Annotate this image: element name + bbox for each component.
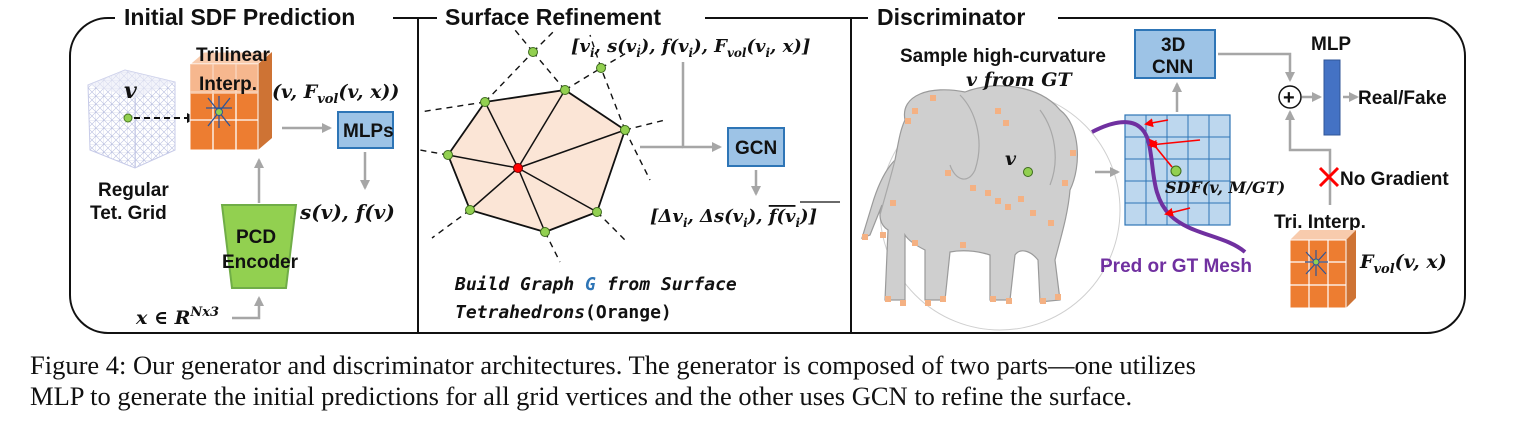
encoder-label-2: Encoder — [222, 252, 299, 273]
sdf-label: SDF(v, M/GT) — [1165, 178, 1285, 197]
disc-vertex-label: v — [1005, 148, 1017, 170]
trilinear-label-2: Interp. — [199, 74, 257, 95]
disc-mlp-label: MLP — [1311, 34, 1351, 55]
grid-vertex — [123, 113, 133, 123]
sample-label-2: v from GT — [966, 69, 1073, 91]
disc-mlp-bar — [1323, 59, 1341, 136]
fvol-label: Fvol(v, x) — [1359, 251, 1447, 277]
refine-input-label: [vi, s(vi), f(vi), Fvol(vi, x)] — [571, 36, 810, 60]
trilinear-cube — [188, 51, 274, 151]
sample-label-1: Sample high-curvature — [900, 46, 1106, 67]
sum-symbol: + — [1283, 87, 1295, 109]
no-gradient-x-icon — [1318, 166, 1340, 188]
pcd-encoder — [220, 204, 298, 289]
mlps-box — [337, 111, 394, 149]
disc-interp-cube — [1289, 230, 1356, 309]
surface-hexagon-graph — [419, 29, 666, 263]
feature-label: (v, Fvol(v, x)) — [272, 81, 399, 107]
refine-output-label: [Δvi, Δs(vi), f(vi)] — [650, 206, 817, 230]
caption-line-2: MLP to generate the initial predictions … — [30, 381, 1133, 411]
section-title-refine: Surface Refinement — [445, 4, 661, 30]
gcn-box — [727, 127, 785, 167]
encoder-label-1: PCD — [236, 227, 276, 248]
grid-center-vertex — [1170, 165, 1182, 177]
section-title-initial: Initial SDF Prediction — [124, 4, 355, 30]
mesh-surface-curve — [1091, 120, 1247, 254]
section-title-disc: Discriminator — [877, 4, 1025, 30]
elephant-mesh — [861, 85, 1079, 306]
input-label: x ∈ RNx3 — [135, 305, 219, 329]
input-to-encoder-arrow — [232, 296, 264, 320]
mlps-label: MLPs — [343, 121, 394, 142]
grid-label-2: Tet. Grid — [90, 203, 167, 224]
cnn-box — [1134, 29, 1216, 79]
no-gradient-label: No Gradient — [1340, 169, 1449, 190]
cnn-label-1: 3D — [1161, 35, 1185, 56]
initial-output-label: s(v), f(v) — [299, 200, 395, 224]
graph-caption-1: Build Graph G from Surface — [454, 274, 737, 295]
refine-input-arrow — [681, 62, 722, 152]
architecture-figure: Initial SDF Prediction Surface Refinemen… — [69, 2, 1466, 334]
trilinear-label-1: Trilinear — [196, 45, 271, 66]
caption-line-1: Figure 4: Our generator and discriminato… — [30, 350, 1196, 380]
grid-vertex-label: v — [124, 78, 137, 104]
cnn-to-sum-arrow — [1218, 52, 1295, 82]
figure-caption: Figure 4: Our generator and discriminato… — [30, 350, 1510, 412]
tri-interp-label: Tri. Interp. — [1274, 212, 1366, 233]
sum-node — [1278, 85, 1302, 109]
graph-caption-2: Tetrahedrons(Orange) — [455, 302, 672, 323]
gcn-label: GCN — [735, 138, 777, 159]
mesh-label: Pred or GT Mesh — [1100, 256, 1252, 277]
figure-frame — [69, 17, 1466, 334]
cnn-label-2: CNN — [1152, 57, 1193, 78]
grid-label-1: Regular — [98, 180, 169, 201]
realfake-label: Real/Fake — [1358, 88, 1447, 109]
